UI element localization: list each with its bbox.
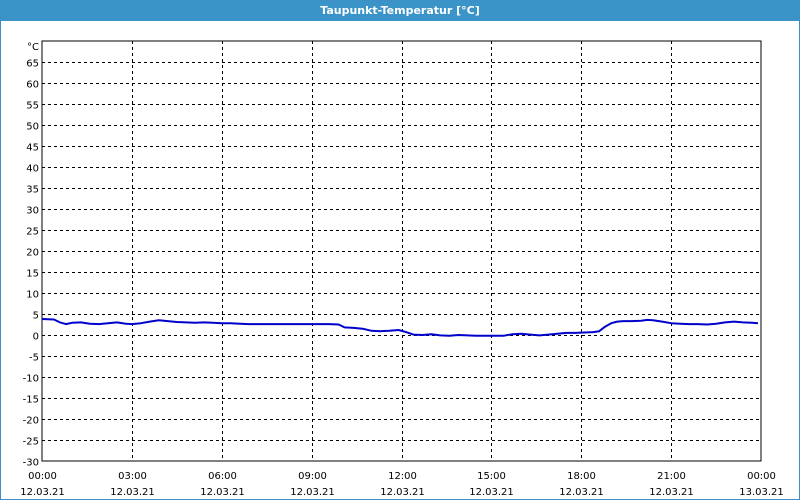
x-tick-time-label: 06:00 bbox=[208, 471, 237, 482]
y-tick-label: 15 bbox=[26, 269, 39, 280]
x-tick-date-label: 12.03.21 bbox=[469, 487, 514, 498]
x-tick-time-label: 12:00 bbox=[388, 471, 417, 482]
y-tick-label: 50 bbox=[26, 122, 39, 133]
y-tick-label: -30 bbox=[23, 458, 39, 469]
y-tick-label: 65 bbox=[26, 59, 39, 70]
x-tick-time-label: 09:00 bbox=[298, 471, 327, 482]
y-tick-label: 10 bbox=[26, 290, 39, 301]
y-tick-label: 45 bbox=[26, 143, 39, 154]
x-tick-date-label: 12.03.21 bbox=[290, 487, 335, 498]
x-tick-date-label: 12.03.21 bbox=[20, 487, 65, 498]
y-tick-label: 55 bbox=[26, 101, 39, 112]
y-axis-unit-label: °C bbox=[27, 42, 39, 53]
y-tick-label: 30 bbox=[26, 206, 39, 217]
x-tick-time-label: 03:00 bbox=[118, 471, 147, 482]
y-tick-label: 60 bbox=[26, 80, 39, 91]
x-tick-date-label: 12.03.21 bbox=[200, 487, 245, 498]
x-tick-date-label: 12.03.21 bbox=[110, 487, 155, 498]
x-tick-time-label: 00:00 bbox=[28, 471, 57, 482]
x-tick-time-label: 00:00 bbox=[747, 471, 776, 482]
y-tick-label: -25 bbox=[23, 437, 39, 448]
y-tick-label: -5 bbox=[29, 353, 39, 364]
x-tick-date-label: 13.03.21 bbox=[739, 487, 784, 498]
x-tick-date-label: 12.03.21 bbox=[380, 487, 425, 498]
y-tick-label: -20 bbox=[23, 416, 39, 427]
y-tick-label: -10 bbox=[23, 374, 39, 385]
y-tick-label: 5 bbox=[33, 311, 39, 322]
y-tick-label: 20 bbox=[26, 248, 39, 259]
x-tick-time-label: 18:00 bbox=[567, 471, 596, 482]
x-tick-time-label: 21:00 bbox=[657, 471, 686, 482]
series-line bbox=[41, 318, 759, 337]
y-tick-label: 0 bbox=[33, 332, 39, 343]
y-tick-label: -15 bbox=[23, 395, 39, 406]
y-tick-label: 40 bbox=[26, 164, 39, 175]
x-tick-time-label: 15:00 bbox=[477, 471, 506, 482]
plot-area bbox=[41, 40, 762, 462]
x-tick-date-label: 12.03.21 bbox=[649, 487, 694, 498]
y-tick-label: 35 bbox=[26, 185, 39, 196]
y-tick-label: 25 bbox=[26, 227, 39, 238]
x-tick-date-label: 12.03.21 bbox=[559, 487, 604, 498]
window-title: Taupunkt-Temperatur [°C] bbox=[1, 1, 799, 21]
